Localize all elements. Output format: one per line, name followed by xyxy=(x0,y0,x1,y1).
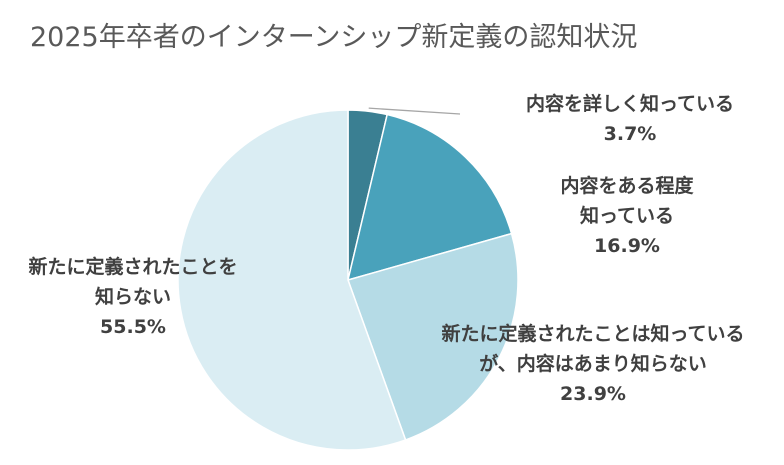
slice-category-label: 新たに定義されたことは知っている xyxy=(441,322,744,345)
slice-category-label: 内容をある程度 xyxy=(560,174,694,197)
slice-value-label: 3.7% xyxy=(604,123,657,145)
slice-category-label: 新たに定義されたことを xyxy=(28,255,237,278)
slice-value-label: 16.9% xyxy=(594,235,660,257)
pie-slices xyxy=(177,109,519,451)
slice-label-detailed: 内容を詳しく知っている 3.7% xyxy=(526,92,734,145)
slice-labels: 内容を詳しく知っている 3.7% 内容をある程度知っている 16.9% 新たに定義された… xyxy=(28,92,744,405)
slice-category-label: 知らない xyxy=(95,285,171,308)
leader-line xyxy=(368,107,461,115)
pie-slice-aware-only xyxy=(347,232,519,441)
slice-label-somewhat: 内容をある程度知っている 16.9% xyxy=(560,174,694,257)
pie-slice-somewhat xyxy=(346,113,513,282)
pie-slice-unaware xyxy=(177,109,407,451)
slice-label-unaware: 新たに定義されたことを知らない 55.5% xyxy=(28,255,237,338)
slice-category-label: が、内容はあまり知らない xyxy=(479,352,707,375)
slice-value-label: 55.5% xyxy=(100,316,166,338)
slice-category-label: 内容を詳しく知っている xyxy=(526,92,734,115)
slice-value-label: 23.9% xyxy=(560,383,626,405)
chart-title: 2025年卒者のインターンシップ新定義の認知状況 xyxy=(30,22,637,53)
slice-category-label: 知っている xyxy=(580,204,674,227)
slice-label-aware-only: 新たに定義されたことは知っているが、内容はあまり知らない 23.9% xyxy=(441,322,744,405)
